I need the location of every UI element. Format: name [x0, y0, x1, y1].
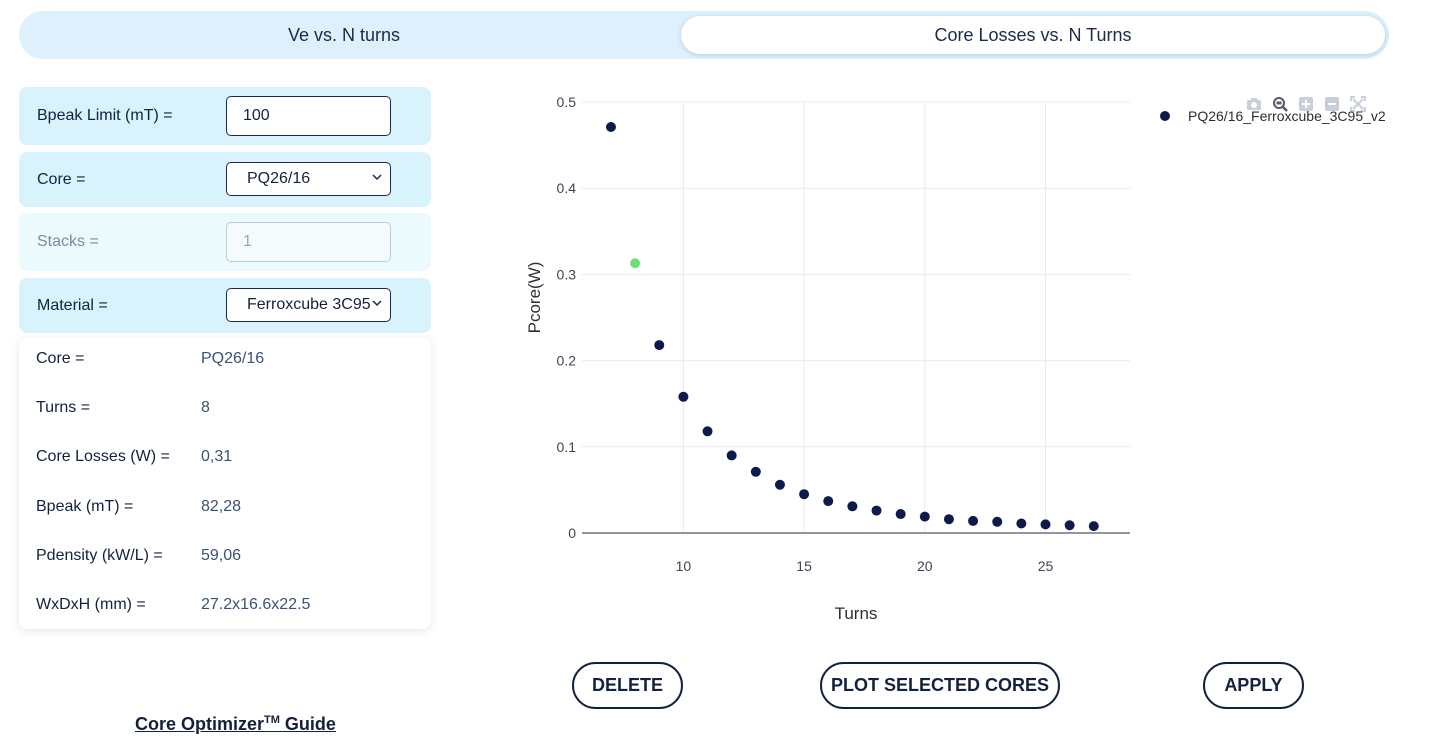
info-label: Bpeak (mT) =: [36, 498, 134, 515]
info-row-turns: Turns = 8: [36, 399, 210, 419]
delete-button[interactable]: DELETE: [572, 662, 683, 709]
core-row: Core = PQ26/16: [19, 152, 431, 207]
y-tick-label: 0.2: [557, 353, 577, 369]
tab-ve-vs-n-turns[interactable]: Ve vs. N turns: [287, 24, 401, 45]
info-label: WxDxH (mm) =: [36, 596, 146, 613]
data-point: [1040, 519, 1051, 530]
y-tick-label: 0.5: [557, 94, 577, 110]
x-tick-label: 15: [796, 558, 812, 574]
x-tick-label: 10: [676, 558, 692, 574]
info-row-core-losses: Core Losses (W) = 0,31: [36, 448, 232, 468]
x-tick-label: 25: [1038, 558, 1054, 574]
data-point: [702, 426, 713, 437]
plot-selected-cores-button[interactable]: PLOT SELECTED CORES: [820, 662, 1060, 709]
tab-bar: Ve vs. N turns Core Losses vs. N Turns: [19, 11, 1389, 59]
info-label: Pdensity (kW/L) =: [36, 547, 163, 564]
core-optimizer-guide-link[interactable]: Core OptimizerTM Guide: [135, 714, 336, 735]
data-point: [968, 515, 979, 526]
x-tick-label: 20: [917, 558, 933, 574]
chevron-down-icon: [372, 174, 382, 181]
info-value: 82,28: [201, 498, 242, 515]
autoscale-icon[interactable]: [1349, 95, 1367, 113]
bpeak-limit-input[interactable]: 100: [226, 96, 391, 136]
info-value: 0,31: [201, 448, 233, 465]
info-value: PQ26/16: [201, 350, 265, 367]
info-value: 59,06: [201, 547, 242, 564]
stacks-label: Stacks =: [37, 233, 99, 250]
zoom-out-icon[interactable]: [1323, 95, 1341, 113]
data-point: [1064, 520, 1075, 531]
data-point: [750, 466, 761, 477]
stacks-input: 1: [226, 222, 391, 262]
info-label: Core =: [36, 350, 85, 367]
bpeak-limit-label: Bpeak Limit (mT) =: [37, 107, 173, 124]
data-point: [943, 514, 954, 525]
chart-modebar: [1245, 95, 1367, 113]
stacks-row: Stacks = 1: [19, 213, 431, 271]
core-label: Core =: [37, 170, 86, 188]
tab-core-losses-vs-n-turns[interactable]: Core Losses vs. N Turns: [681, 16, 1385, 54]
material-select-value: Ferroxcube 3C95: [247, 296, 371, 313]
legend-marker: [1160, 111, 1170, 121]
material-select[interactable]: Ferroxcube 3C95: [226, 288, 391, 322]
y-axis-title: Pcore(W): [525, 262, 544, 334]
data-point: [1016, 518, 1027, 529]
data-point: [871, 505, 882, 516]
camera-icon[interactable]: [1245, 95, 1263, 113]
bpeak-limit-row: Bpeak Limit (mT) = 100: [19, 87, 431, 145]
core-select[interactable]: PQ26/16: [226, 162, 391, 196]
zoom-icon[interactable]: [1271, 95, 1289, 113]
y-tick-label: 0.3: [557, 266, 577, 282]
material-row: Material = Ferroxcube 3C95: [19, 278, 431, 333]
data-point: [654, 340, 665, 351]
x-axis-title: Turns: [835, 604, 878, 623]
zoom-in-icon[interactable]: [1297, 95, 1315, 113]
data-point: [605, 121, 616, 132]
data-point: [678, 391, 689, 402]
data-point: [895, 509, 906, 520]
info-row-dimensions: WxDxH (mm) = 27.2x16.6x22.5: [36, 596, 310, 616]
core-losses-chart: 10 15 20 25 0 0.1 0.2 0.3 0.4 0.5 Turns Pcore(W) PQ2…: [525, 94, 1386, 623]
core-select-value: PQ26/16: [247, 170, 311, 187]
data-point: [726, 450, 737, 461]
data-point: [799, 489, 810, 500]
guide-suffix: Guide: [279, 714, 336, 734]
material-label: Material =: [37, 296, 108, 314]
info-label: Core Losses (W) =: [36, 448, 170, 465]
y-tick-label: 0: [568, 525, 576, 541]
apply-button[interactable]: APPLY: [1203, 662, 1304, 709]
data-point: [823, 496, 834, 507]
y-tick-label: 0.4: [557, 180, 577, 196]
data-point: [992, 516, 1003, 527]
chevron-down-icon: [372, 300, 382, 307]
info-value: 8: [201, 399, 210, 416]
data-point: [847, 501, 858, 512]
guide-text: Core Optimizer: [135, 714, 265, 734]
guide-trademark: TM: [264, 714, 280, 726]
info-value: 27.2x16.6x22.5: [201, 596, 311, 613]
info-row-bpeak: Bpeak (mT) = 82,28: [36, 498, 241, 518]
selected-data-point: [630, 258, 641, 269]
info-row-pdensity: Pdensity (kW/L) = 59,06: [36, 547, 241, 567]
y-tick-label: 0.1: [557, 439, 577, 455]
info-row-core: Core = PQ26/16: [36, 350, 264, 370]
data-point: [919, 511, 930, 522]
data-point: [1088, 521, 1099, 532]
data-point: [774, 479, 785, 490]
core-info-card: Core = PQ26/16 Turns = 8 Core Losses (W)…: [19, 338, 431, 629]
info-label: Turns =: [36, 399, 91, 416]
legend-label: PQ26/16_Ferroxcube_3C95_v2: [1188, 108, 1386, 124]
